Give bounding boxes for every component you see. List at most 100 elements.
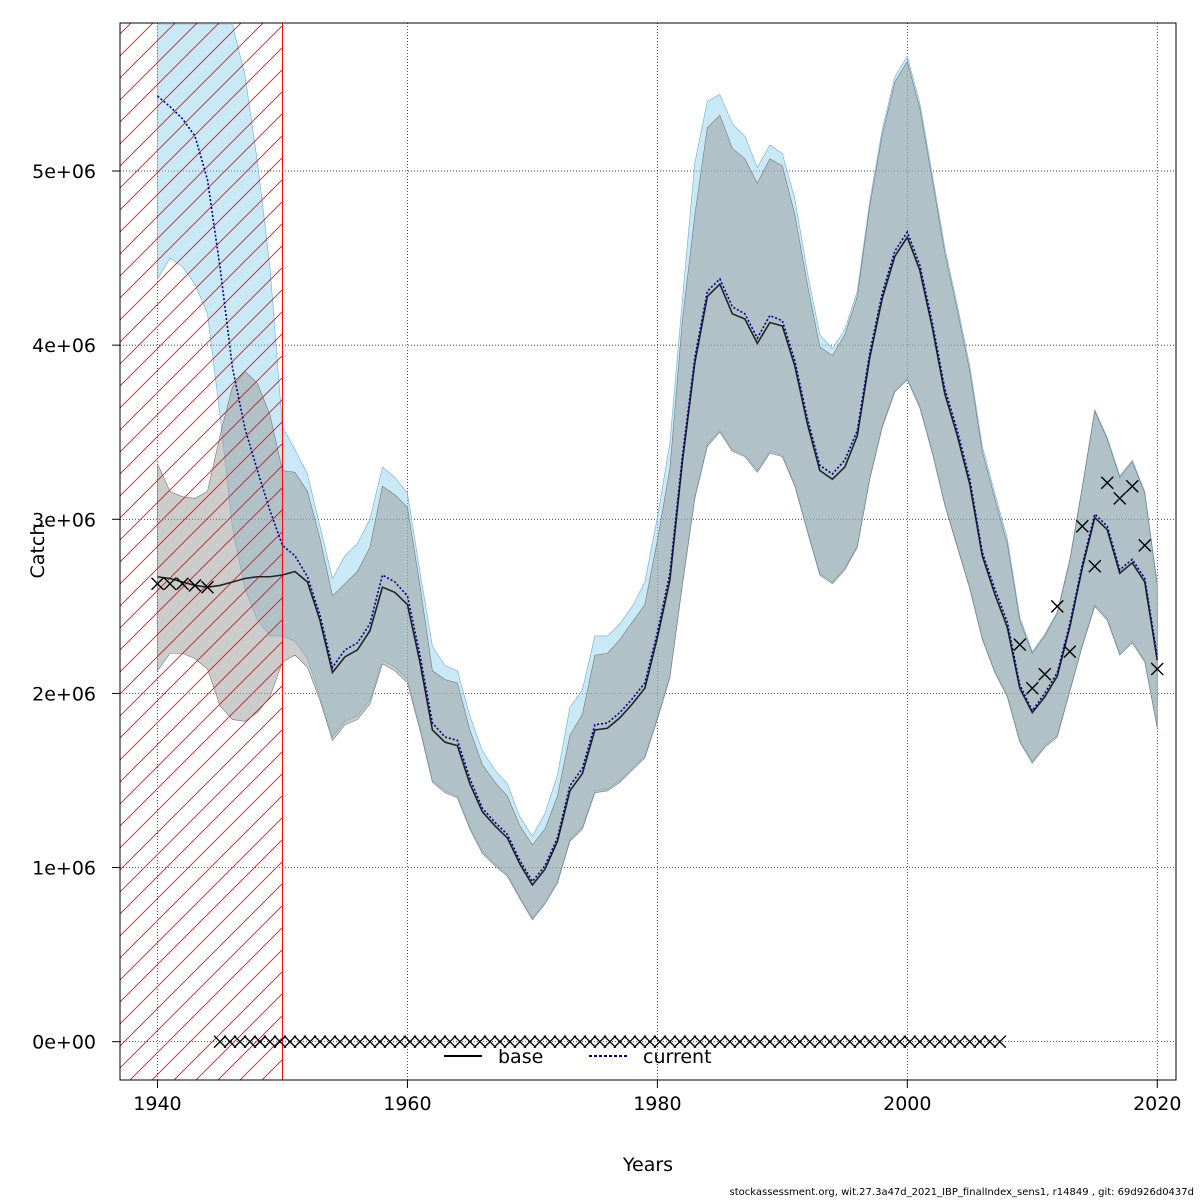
zero-observation-point-41 [623, 1035, 637, 1049]
observation-point-1944 [200, 580, 214, 594]
current-series-line [156, 95, 1159, 883]
zero-observation-point-49 [703, 1035, 717, 1049]
zero-observation-point-14 [353, 1035, 367, 1049]
observation-point-1943 [188, 578, 202, 592]
zero-observation-point-4 [253, 1035, 267, 1049]
zero-observation-point-37 [583, 1035, 597, 1049]
zero-observation-point-15 [363, 1035, 377, 1049]
legend: base current [444, 1046, 712, 1068]
hatched-period-rect [119, 22, 283, 1081]
x-tick-label-1940: 1940 [133, 1093, 181, 1115]
series-lines [156, 95, 1159, 887]
zero-observation-point-38 [593, 1035, 607, 1049]
zero-observation-point-10 [313, 1035, 327, 1049]
footer-source-text: stockassessment.org, wit.27.3a47d_2021_I… [729, 1187, 1194, 1198]
observation-markers [150, 476, 1164, 1049]
observation-point-2010 [1025, 681, 1039, 695]
zero-observation-point-22 [433, 1035, 447, 1049]
base-series-line [157, 235, 1159, 887]
zero-observation-point-62 [833, 1035, 847, 1049]
zero-observation-point-20 [413, 1035, 427, 1049]
y-tick-label-1: 1e+06 [32, 858, 96, 880]
zero-observation-point-43 [643, 1035, 657, 1049]
zero-observation-point-66 [873, 1035, 887, 1049]
zero-observation-point-54 [753, 1035, 767, 1049]
zero-observation-point-7 [283, 1035, 297, 1049]
legend-base-label: base [498, 1046, 543, 1068]
observation-point-2011 [1038, 667, 1052, 681]
zero-observation-point-45 [663, 1035, 677, 1049]
zero-observation-point-6 [273, 1035, 287, 1049]
zero-observation-point-29 [503, 1035, 517, 1049]
zero-observation-point-2 [233, 1035, 247, 1049]
zero-observation-point-59 [803, 1035, 817, 1049]
zero-observation-point-56 [773, 1035, 787, 1049]
zero-observation-point-33 [543, 1035, 557, 1049]
confidence-bands [157, 24, 1158, 921]
y-tick-label-5: 5e+06 [32, 161, 96, 183]
zero-observation-point-1 [223, 1035, 237, 1049]
y-tick-label-2: 2e+06 [32, 683, 96, 705]
hatched-period [119, 22, 283, 1081]
zero-observation-point-55 [763, 1035, 777, 1049]
zero-observation-point-73 [943, 1035, 957, 1049]
zero-observation-point-50 [713, 1035, 727, 1049]
zero-observation-point-13 [343, 1035, 357, 1049]
zero-observation-point-47 [683, 1035, 697, 1049]
observation-point-2012 [1050, 599, 1064, 613]
zero-observation-point-71 [923, 1035, 937, 1049]
zero-observation-point-9 [303, 1035, 317, 1049]
zero-observation-point-26 [473, 1035, 487, 1049]
base-confidence-band [157, 60, 1158, 921]
observation-point-2017 [1113, 491, 1127, 505]
zero-observation-point-77 [983, 1035, 997, 1049]
zero-observation-point-58 [793, 1035, 807, 1049]
zero-observation-point-16 [373, 1035, 387, 1049]
zero-observation-point-44 [653, 1035, 667, 1049]
legend-current-label: current [643, 1046, 712, 1068]
x-tick-label-1960: 1960 [383, 1093, 431, 1115]
zero-observation-point-63 [843, 1035, 857, 1049]
y-tick-label-0: 0e+00 [32, 1032, 96, 1054]
zero-observation-point-23 [443, 1035, 457, 1049]
x-tick-label-1980: 1980 [633, 1093, 681, 1115]
zero-observation-point-76 [973, 1035, 987, 1049]
observation-point-1940 [150, 577, 164, 591]
zero-observation-point-74 [953, 1035, 967, 1049]
plot-frame [119, 22, 1177, 1081]
zero-observation-point-21 [423, 1035, 437, 1049]
zero-observation-point-42 [633, 1035, 647, 1049]
zero-observation-point-28 [493, 1035, 507, 1049]
observation-point-2013 [1063, 645, 1077, 659]
zero-observation-point-32 [533, 1035, 547, 1049]
zero-observation-point-53 [743, 1035, 757, 1049]
zero-observation-point-17 [383, 1035, 397, 1049]
zero-observation-point-69 [903, 1035, 917, 1049]
zero-observation-point-75 [963, 1035, 977, 1049]
zero-observation-point-18 [393, 1035, 407, 1049]
zero-observation-point-68 [893, 1035, 907, 1049]
observation-point-2019 [1138, 538, 1152, 552]
zero-observation-point-57 [783, 1035, 797, 1049]
zero-observation-point-31 [523, 1035, 537, 1049]
axes: 1940 1960 1980 2000 2020 0e+00 1e+06 2e+06 3e+06… [32, 161, 1181, 1115]
x-tick-label-2000: 2000 [883, 1093, 931, 1115]
y-tick-label-4: 4e+06 [32, 335, 96, 357]
observation-point-2014 [1075, 519, 1089, 533]
zero-observation-point-61 [823, 1035, 837, 1049]
zero-observation-point-3 [243, 1035, 257, 1049]
observation-point-2018 [1125, 479, 1139, 493]
zero-observation-point-46 [673, 1035, 687, 1049]
y-axis-title: Catch [27, 524, 49, 579]
zero-observation-point-67 [883, 1035, 897, 1049]
zero-observation-point-78 [993, 1035, 1007, 1049]
zero-observation-point-70 [913, 1035, 927, 1049]
zero-observation-point-51 [723, 1035, 737, 1049]
zero-observation-point-36 [573, 1035, 587, 1049]
zero-observation-point-0 [213, 1035, 227, 1049]
zero-observation-point-72 [933, 1035, 947, 1049]
zero-observation-point-48 [693, 1035, 707, 1049]
observation-point-2015 [1088, 559, 1102, 573]
observation-point-2009 [1013, 638, 1027, 652]
x-tick-label-2020: 2020 [1133, 1093, 1181, 1115]
